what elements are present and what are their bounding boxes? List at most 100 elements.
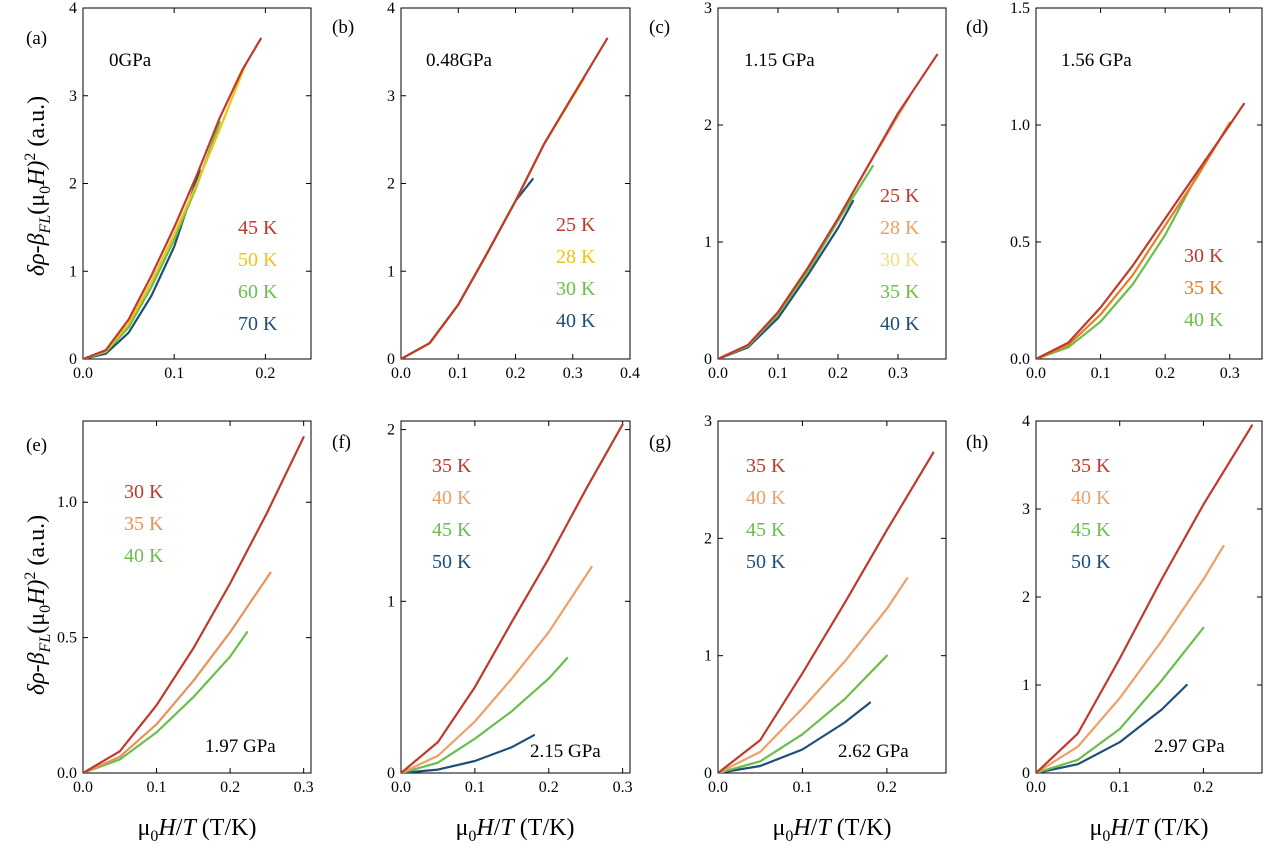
series-line-50k: [1036, 683, 1188, 773]
x-tick-label: 0.3: [888, 365, 908, 382]
y-tick-label: 0: [387, 351, 395, 368]
x-tick-label: 0.1: [1110, 779, 1130, 796]
y-tick-label: 1: [1022, 677, 1030, 694]
y-tick-label: 1: [704, 234, 712, 251]
x-tick-label: 0.3: [563, 365, 583, 382]
x-tick-label: 0.2: [506, 365, 526, 382]
legend-entry: 40 K: [1184, 309, 1224, 331]
panel-c: 0.0 0.1 0.2 0.3 0 1 2 3 25 K 28 K 30 K 35 K 40 K (c) 1…: [649, 0, 947, 382]
y-tick-label: 2: [387, 176, 395, 193]
plot-frame: [1035, 7, 1263, 360]
legend-entry: 40 K: [880, 313, 920, 335]
y-tick-label: 2: [1022, 589, 1030, 606]
x-tick-label: 0.0: [391, 779, 411, 796]
y-tick-label: 4: [387, 0, 395, 17]
x-axis-label-1: μ0H/T (T/K): [138, 815, 257, 844]
series-line-35k: [1036, 424, 1254, 773]
panel-label: (d): [966, 17, 988, 38]
series-line-30k: [401, 94, 574, 359]
x-tick-label: 0.3: [1220, 365, 1240, 382]
x-tick-label: 0.0: [73, 365, 93, 382]
pressure-annotation: 0GPa: [109, 50, 152, 71]
series-line-40k: [1036, 544, 1225, 773]
x-axis-label-3: μ0H/T (T/K): [773, 815, 892, 844]
y-tick-label: 3: [1022, 501, 1030, 518]
y-tick-label: 4: [1022, 413, 1030, 430]
y-tick-label: 0: [69, 351, 77, 368]
panel-b: 0.0 0.1 0.2 0.3 0.4 0 1 2 3 4 25 K 28 K 30 K 40 K (b) 0…: [332, 0, 640, 382]
y-tick-label: 0: [1022, 765, 1030, 782]
plot-frame: [400, 420, 631, 774]
y-tick-label: 0: [704, 765, 712, 782]
legend-entry: 50 K: [746, 551, 786, 573]
series-line-30k: [83, 436, 305, 773]
x-tick-label: 0.3: [613, 779, 633, 796]
pressure-annotation: 1.56 GPa: [1061, 50, 1132, 71]
x-axis-label-2: μ0H/T (T/K): [456, 815, 575, 844]
legend-entry: 35 K: [880, 281, 920, 303]
panel-h: 0.0 0.1 0.2 0 1 2 3 4 35 K 40 K 45 K 50 K (h) 2.97 GP…: [966, 413, 1263, 796]
y-tick-label: 2: [387, 422, 395, 439]
legend-entry: 45 K: [432, 519, 472, 541]
x-tick-label: 0.1: [768, 365, 788, 382]
x-tick-label: 0.4: [620, 365, 640, 382]
panel-label: (g): [649, 432, 671, 453]
series-line-40k: [401, 565, 593, 773]
pressure-annotation: 0.48GPa: [426, 50, 493, 71]
pressure-annotation: 1.15 GPa: [744, 50, 815, 71]
y-tick-label: 4: [69, 0, 77, 17]
x-tick-label: 0.1: [1091, 365, 1111, 382]
legend-entry: 60 K: [238, 281, 278, 303]
pressure-annotation: 2.97 GPa: [1154, 736, 1225, 757]
y-tick-label: 3: [69, 88, 77, 105]
panel-label: (f): [332, 432, 351, 453]
y-axis-label-row-2: δρ-βFL(μ0H)2 (a.u.): [22, 515, 54, 695]
x-tick-label: 0.2: [1193, 779, 1213, 796]
y-tick-label: 3: [387, 88, 395, 105]
legend-entry: 28 K: [880, 217, 920, 239]
series-line-35k: [1036, 121, 1231, 359]
legend-entry: 35 K: [124, 513, 164, 535]
x-tick-label: 0.2: [539, 779, 559, 796]
series-line-25k: [401, 37, 609, 359]
series-line-50k: [718, 701, 872, 773]
pressure-annotation: 2.62 GPa: [838, 741, 909, 762]
y-tick-label: 1: [387, 263, 395, 280]
x-tick-label: 0.0: [708, 779, 728, 796]
x-tick-label: 0.1: [448, 365, 468, 382]
legend-entry: 30 K: [124, 481, 164, 503]
legend-entry: 28 K: [556, 246, 596, 268]
legend-entry: 45 K: [1071, 519, 1111, 541]
x-tick-label: 0.1: [164, 365, 184, 382]
x-tick-label: 0.2: [1155, 365, 1175, 382]
plot-frame: [717, 7, 947, 360]
x-tick-label: 0.1: [792, 779, 812, 796]
series-line-25k: [718, 53, 939, 359]
y-tick-label: 2: [704, 117, 712, 134]
series-line-40k: [83, 631, 249, 773]
series-line-60k: [83, 120, 221, 359]
series-line-40k: [718, 577, 909, 773]
series-line-35k: [401, 423, 624, 773]
series-line-45k: [401, 656, 569, 773]
y-tick-label: 0: [387, 765, 395, 782]
legend-entry: 70 K: [238, 313, 278, 335]
legend-entry: 45 K: [746, 519, 786, 541]
panel-d: 0.0 0.1 0.2 0.3 0.0 0.5 1.0 1.5 30 K 35 K 40 K (d) 1…: [966, 0, 1263, 382]
pressure-annotation: 2.15 GPa: [530, 741, 601, 762]
y-axis-label-row-1: δρ-βFL(μ0H)2 (a.u.): [22, 96, 54, 276]
series-line-30k: [718, 112, 900, 359]
panel-label: (b): [332, 17, 354, 38]
x-axis-label-4: μ0H/T (T/K): [1090, 815, 1209, 844]
series-line-45k: [1036, 626, 1205, 773]
series-line-30k: [1036, 102, 1246, 359]
pressure-annotation: 1.97 GPa: [205, 736, 276, 757]
legend-entry: 50 K: [238, 249, 278, 271]
x-tick-label: 0.2: [220, 779, 240, 796]
series-line-35k: [83, 571, 272, 773]
y-tick-label: 1: [69, 263, 77, 280]
y-tick-label: 1.5: [1010, 0, 1030, 17]
y-tick-label: 1: [704, 648, 712, 665]
y-tick-label: 3: [704, 0, 712, 17]
